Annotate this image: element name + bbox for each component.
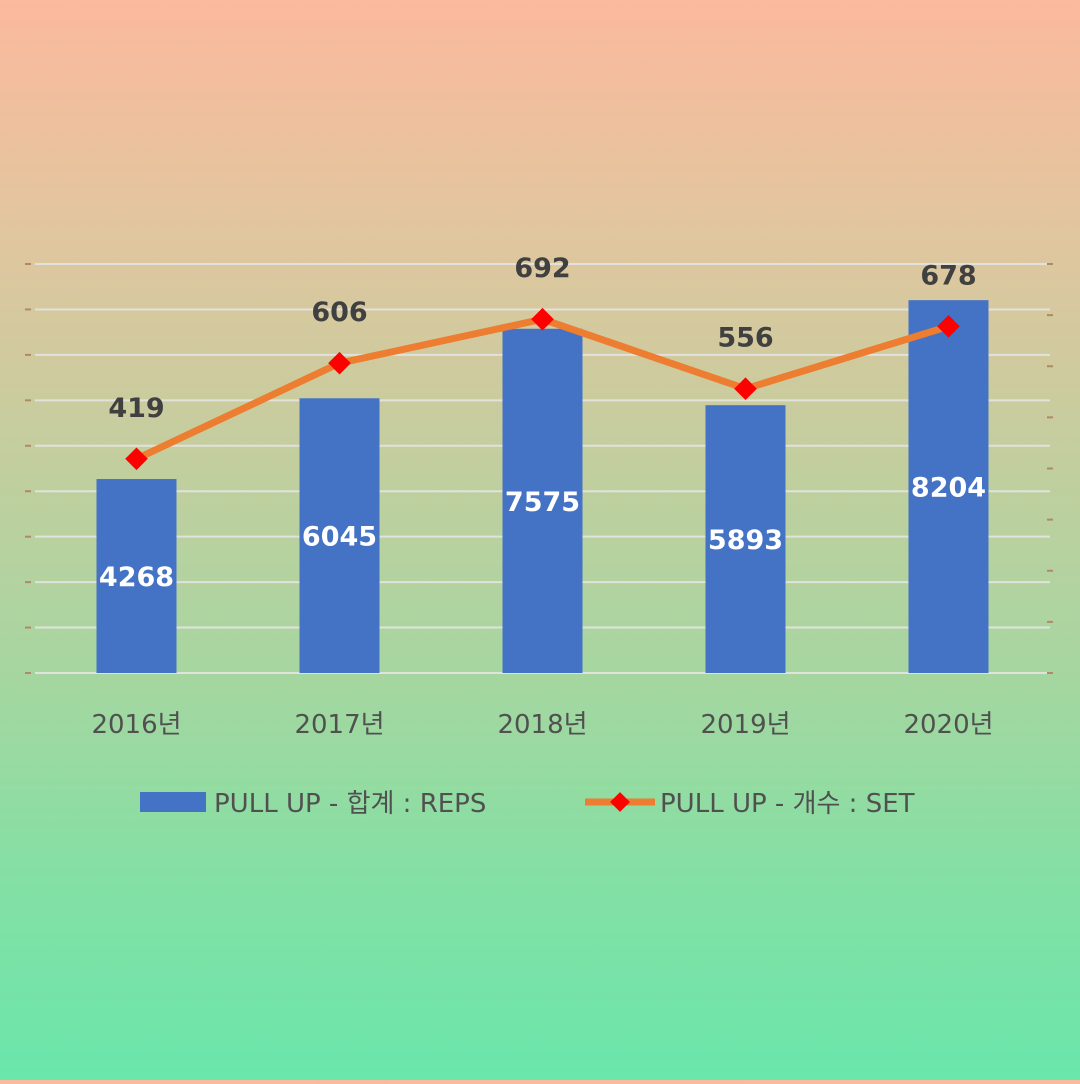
line-data-label: 419	[108, 393, 164, 424]
bar	[96, 479, 177, 673]
line-marker	[937, 315, 960, 338]
line-data-label: 678	[920, 260, 976, 291]
bar-data-label: 4268	[99, 562, 174, 593]
line-marker	[125, 447, 148, 471]
legend: PULL UP - 합계 : REPS PULL UP - 개수 : SET	[140, 789, 915, 819]
bar-data-label: 5893	[708, 525, 783, 556]
bar-data-label: 6045	[302, 522, 377, 553]
bar	[502, 328, 583, 673]
x-tick-label: 2020년	[903, 710, 993, 740]
legend-line-label: PULL UP - 개수 : SET	[660, 789, 915, 819]
legend-line-marker	[610, 792, 630, 812]
bar-series	[96, 300, 989, 673]
bar	[299, 398, 380, 673]
bar	[908, 300, 989, 673]
x-tick-label: 2019년	[700, 710, 790, 740]
x-tick-label: 2017년	[294, 710, 384, 740]
line-data-label: 556	[717, 323, 773, 354]
line-series	[125, 307, 960, 471]
line-marker	[531, 307, 554, 331]
legend-bar-swatch	[140, 792, 206, 812]
data-labels: 4268 6045 7575 5893 8204 419 606 692 556 678	[99, 253, 986, 593]
legend-bar-label: PULL UP - 합계 : REPS	[214, 789, 486, 819]
bar-data-label: 8204	[911, 473, 986, 504]
x-tick-label: 2016년	[91, 710, 181, 740]
line-marker	[328, 351, 351, 375]
x-axis: 2016년 2017년 2018년 2019년 2020년	[91, 710, 993, 740]
bar	[705, 405, 786, 673]
line-data-label: 606	[311, 297, 367, 328]
x-tick-label: 2018년	[497, 710, 587, 740]
line-data-label: 692	[514, 253, 570, 284]
line-marker	[734, 377, 757, 401]
bar-data-label: 7575	[505, 487, 580, 518]
